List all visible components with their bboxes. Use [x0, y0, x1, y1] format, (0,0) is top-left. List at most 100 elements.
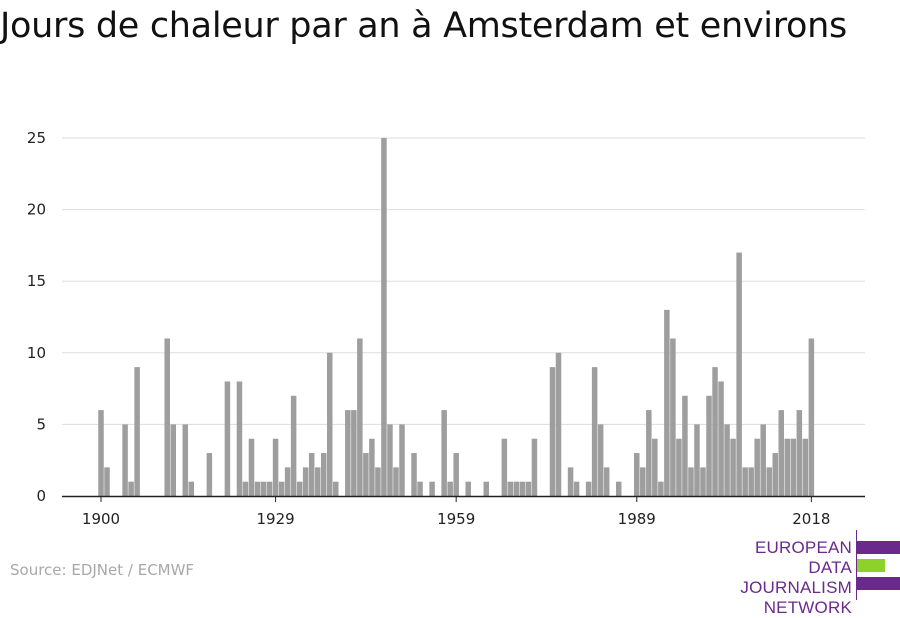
- bar-1924[interactable]: [242, 481, 249, 496]
- bar-2011[interactable]: [766, 467, 772, 496]
- bar-2016[interactable]: [796, 410, 803, 496]
- bar-1982[interactable]: [591, 367, 598, 496]
- bar-2013[interactable]: [778, 410, 785, 496]
- bar-1905[interactable]: [128, 481, 134, 496]
- bar-1961[interactable]: [465, 481, 471, 496]
- bar-1970[interactable]: [519, 481, 526, 496]
- bar-1947[interactable]: [381, 138, 387, 496]
- bar-1934[interactable]: [302, 467, 309, 496]
- bar-1997[interactable]: [682, 395, 688, 496]
- x-tick-label-1959: 1959: [437, 510, 475, 528]
- bar-1964[interactable]: [483, 481, 490, 496]
- bar-1957[interactable]: [441, 410, 447, 496]
- bar-1900[interactable]: [98, 410, 104, 496]
- bar-2006[interactable]: [736, 252, 742, 496]
- bar-1932[interactable]: [290, 395, 297, 496]
- bar-1945[interactable]: [369, 438, 375, 496]
- bar-1952[interactable]: [411, 453, 417, 496]
- bar-1918[interactable]: [206, 453, 213, 496]
- bar-1978[interactable]: [567, 467, 574, 496]
- bar-1931[interactable]: [284, 467, 291, 496]
- page: Jours de chaleur par an à Amsterdam et e…: [0, 6, 900, 617]
- bar-1943[interactable]: [357, 338, 363, 496]
- bars: [98, 138, 815, 496]
- bar-1983[interactable]: [597, 424, 604, 496]
- bar-1937[interactable]: [320, 453, 327, 496]
- bar-2005[interactable]: [730, 438, 736, 496]
- bar-2001[interactable]: [706, 395, 712, 496]
- bar-1979[interactable]: [573, 481, 580, 496]
- logo-bar-1: [857, 541, 900, 554]
- bar-2017[interactable]: [802, 438, 809, 496]
- bar-1949[interactable]: [393, 467, 399, 496]
- bar-1948[interactable]: [387, 424, 393, 496]
- bar-1990[interactable]: [640, 467, 646, 496]
- bar-1972[interactable]: [531, 438, 538, 496]
- bar-1938[interactable]: [327, 352, 333, 496]
- gridlines: [62, 137, 865, 425]
- bar-1958[interactable]: [447, 481, 453, 496]
- bar-1927[interactable]: [260, 481, 267, 496]
- bar-1981[interactable]: [585, 481, 592, 496]
- bar-2002[interactable]: [712, 367, 718, 496]
- y-tick-label-20: 20: [27, 201, 46, 219]
- bar-1998[interactable]: [688, 467, 694, 496]
- bar-1969[interactable]: [513, 481, 520, 496]
- bar-1906[interactable]: [134, 367, 140, 496]
- bar-1984[interactable]: [603, 467, 610, 496]
- bar-1935[interactable]: [308, 453, 315, 496]
- bar-1911[interactable]: [164, 338, 170, 496]
- bar-1995[interactable]: [670, 338, 676, 496]
- bar-2014[interactable]: [784, 438, 791, 496]
- bar-2000[interactable]: [700, 467, 706, 496]
- bar-1929[interactable]: [272, 438, 279, 496]
- bar-1930[interactable]: [278, 481, 285, 496]
- bar-1991[interactable]: [646, 410, 652, 496]
- bar-1950[interactable]: [399, 424, 405, 496]
- bar-2003[interactable]: [718, 381, 724, 496]
- bar-1923[interactable]: [236, 381, 243, 496]
- bar-1925[interactable]: [248, 438, 255, 496]
- bar-1993[interactable]: [658, 481, 664, 496]
- edjnet-logo[interactable]: EUROPEAN DATA JOURNALISM NETWORK: [700, 530, 900, 617]
- chart-title: Jours de chaleur par an à Amsterdam et e…: [0, 6, 847, 46]
- bar-2018[interactable]: [808, 338, 815, 496]
- bar-1946[interactable]: [375, 467, 381, 496]
- bar-1926[interactable]: [254, 481, 261, 496]
- bar-2009[interactable]: [754, 438, 760, 496]
- bar-1904[interactable]: [122, 424, 128, 496]
- bar-2004[interactable]: [724, 424, 730, 496]
- bar-1976[interactable]: [555, 352, 562, 496]
- bar-1971[interactable]: [525, 481, 532, 496]
- bar-1942[interactable]: [351, 410, 357, 496]
- bar-1975[interactable]: [549, 367, 556, 496]
- bar-2012[interactable]: [772, 453, 778, 496]
- bar-1999[interactable]: [694, 424, 700, 496]
- bar-1953[interactable]: [417, 481, 423, 496]
- bar-1944[interactable]: [363, 453, 369, 496]
- bar-1941[interactable]: [345, 410, 351, 496]
- bar-2007[interactable]: [742, 467, 748, 496]
- bar-1959[interactable]: [453, 453, 459, 496]
- bar-1968[interactable]: [507, 481, 514, 496]
- bar-1992[interactable]: [652, 438, 658, 496]
- bar-1936[interactable]: [314, 467, 321, 496]
- bar-1912[interactable]: [170, 424, 176, 496]
- bar-1939[interactable]: [333, 481, 339, 496]
- bar-1901[interactable]: [104, 467, 110, 496]
- bar-1986[interactable]: [615, 481, 622, 496]
- bar-2015[interactable]: [790, 438, 797, 496]
- bar-1994[interactable]: [664, 309, 670, 496]
- bar-1914[interactable]: [182, 424, 189, 496]
- bar-1967[interactable]: [501, 438, 508, 496]
- bar-1989[interactable]: [634, 453, 640, 496]
- bar-2008[interactable]: [748, 467, 754, 496]
- bar-1921[interactable]: [224, 381, 231, 496]
- y-tick-label-25: 25: [27, 129, 46, 147]
- bar-1928[interactable]: [266, 481, 273, 496]
- bar-2010[interactable]: [760, 424, 766, 496]
- bar-1933[interactable]: [296, 481, 303, 496]
- bar-1996[interactable]: [676, 438, 682, 496]
- bar-1955[interactable]: [429, 481, 435, 496]
- bar-1915[interactable]: [188, 481, 195, 496]
